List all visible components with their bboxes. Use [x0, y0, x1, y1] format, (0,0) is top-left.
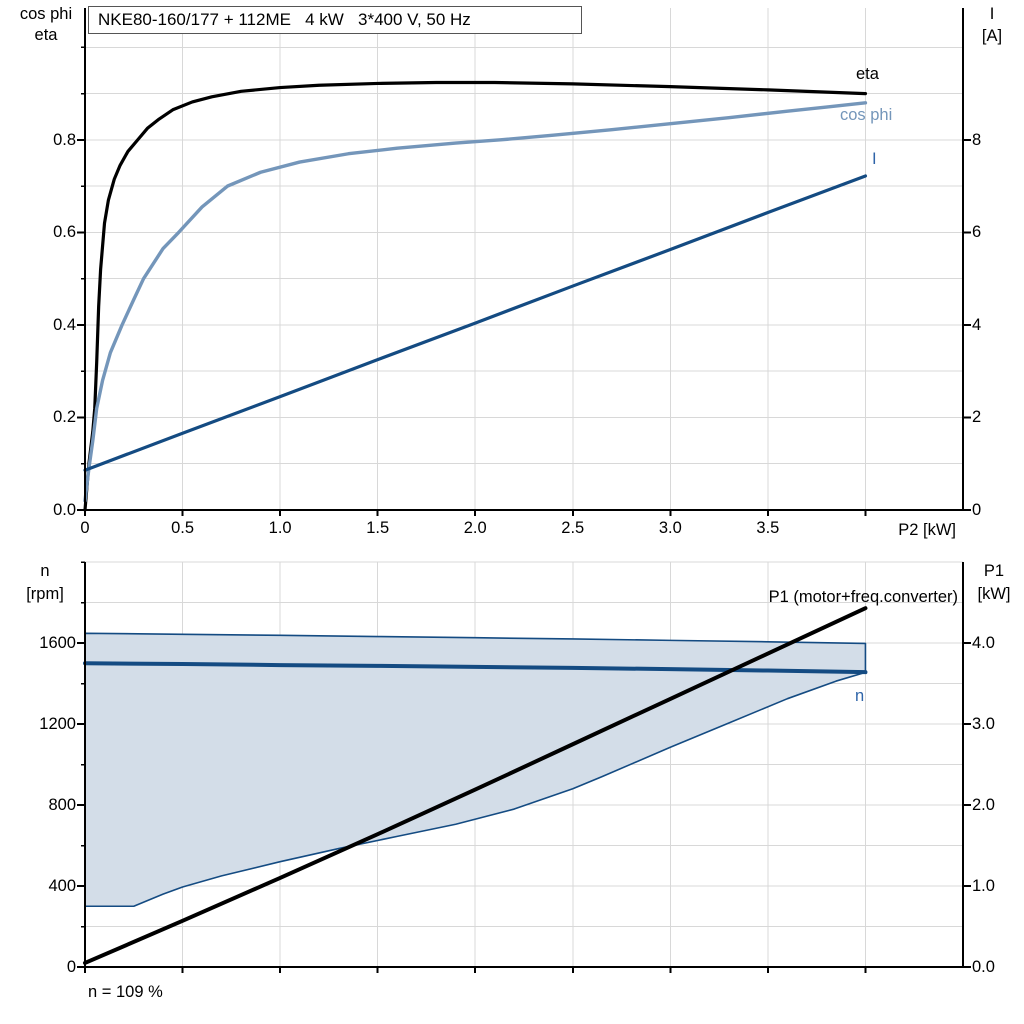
- p1-axis-unit: [kW]: [977, 585, 1011, 603]
- x-tick-label: 3.5: [756, 519, 780, 537]
- cos-phi-axis-label: cos phi: [19, 5, 73, 23]
- x-tick-label: 0: [80, 519, 90, 537]
- x-tick-label: 3.0: [658, 519, 682, 537]
- y-tick-label-left: 0.6: [53, 223, 76, 242]
- speed-axis-label: n: [40, 562, 50, 580]
- current-axis-label: I: [989, 5, 995, 23]
- x-tick-label: 1.5: [366, 519, 390, 537]
- current-curve-label: I: [872, 150, 877, 168]
- y-tick-label-right: 4.0: [972, 634, 995, 652]
- x-tick-label: 0.5: [171, 519, 195, 537]
- y-tick-label-right: 1.0: [972, 877, 995, 895]
- cos-phi-curve-label: cos phi: [840, 106, 893, 124]
- y-tick-label-right: 2.0: [972, 796, 995, 814]
- y-tick-label-left: 800: [48, 796, 76, 814]
- y-tick-label-left: 1200: [39, 715, 76, 733]
- p1-axis-label: P1: [983, 562, 1005, 580]
- eta-axis-label: eta: [34, 26, 58, 44]
- y-tick-label-right: 4: [972, 315, 982, 334]
- x-tick-label: 2.5: [561, 519, 585, 537]
- x-tick-label: 2.0: [463, 519, 487, 537]
- y-tick-label-left: 1600: [39, 634, 76, 652]
- y-tick-label-right: 0.0: [972, 958, 995, 976]
- i-curve: [83, 174, 868, 472]
- top-left-axis-label: cos phi eta: [10, 4, 82, 46]
- y-tick-label-right: 3.0: [972, 715, 995, 733]
- x-tick-label: 1.0: [268, 519, 292, 537]
- y-tick-label-right: 2: [972, 408, 982, 427]
- y-tick-label-left: 0.4: [53, 315, 76, 334]
- y-tick-label-left: 0.0: [53, 501, 76, 519]
- p1-curve-label: P1 (motor+freq.converter): [768, 588, 958, 606]
- speed-axis-unit: [rpm]: [26, 585, 64, 603]
- p1-motor-freq-converter--curve: [83, 606, 868, 965]
- top-right-axis-label: I [A]: [966, 3, 1018, 47]
- eta-curve: [83, 80, 868, 512]
- y-tick-label-right: 6: [972, 223, 982, 242]
- bottom-left-axis-label: n [rpm]: [8, 560, 82, 606]
- n-curve-label: n: [855, 687, 865, 705]
- y-tick-label-left: 0.8: [53, 130, 76, 149]
- eta-curve-label: eta: [856, 65, 879, 83]
- bottom-right-axis-label: P1 [kW]: [966, 560, 1022, 606]
- y-tick-label-left: 0.2: [53, 408, 76, 427]
- y-tick-label-right: 8: [972, 130, 982, 149]
- current-axis-unit: [A]: [981, 27, 1003, 45]
- speed-operating-band: [84, 632, 867, 908]
- x-axis-label: P2 [kW]: [898, 521, 956, 539]
- chart-title: NKE80-160/177 + 112ME 4 kW 3*400 V, 50 H…: [88, 6, 582, 34]
- y-tick-label-right: 0: [972, 501, 982, 519]
- speed-annotation: n = 109 %: [88, 983, 163, 1001]
- y-tick-label-left: 400: [48, 877, 76, 895]
- cos-phi-curve: [83, 101, 868, 503]
- y-tick-label-left: 0: [66, 958, 76, 976]
